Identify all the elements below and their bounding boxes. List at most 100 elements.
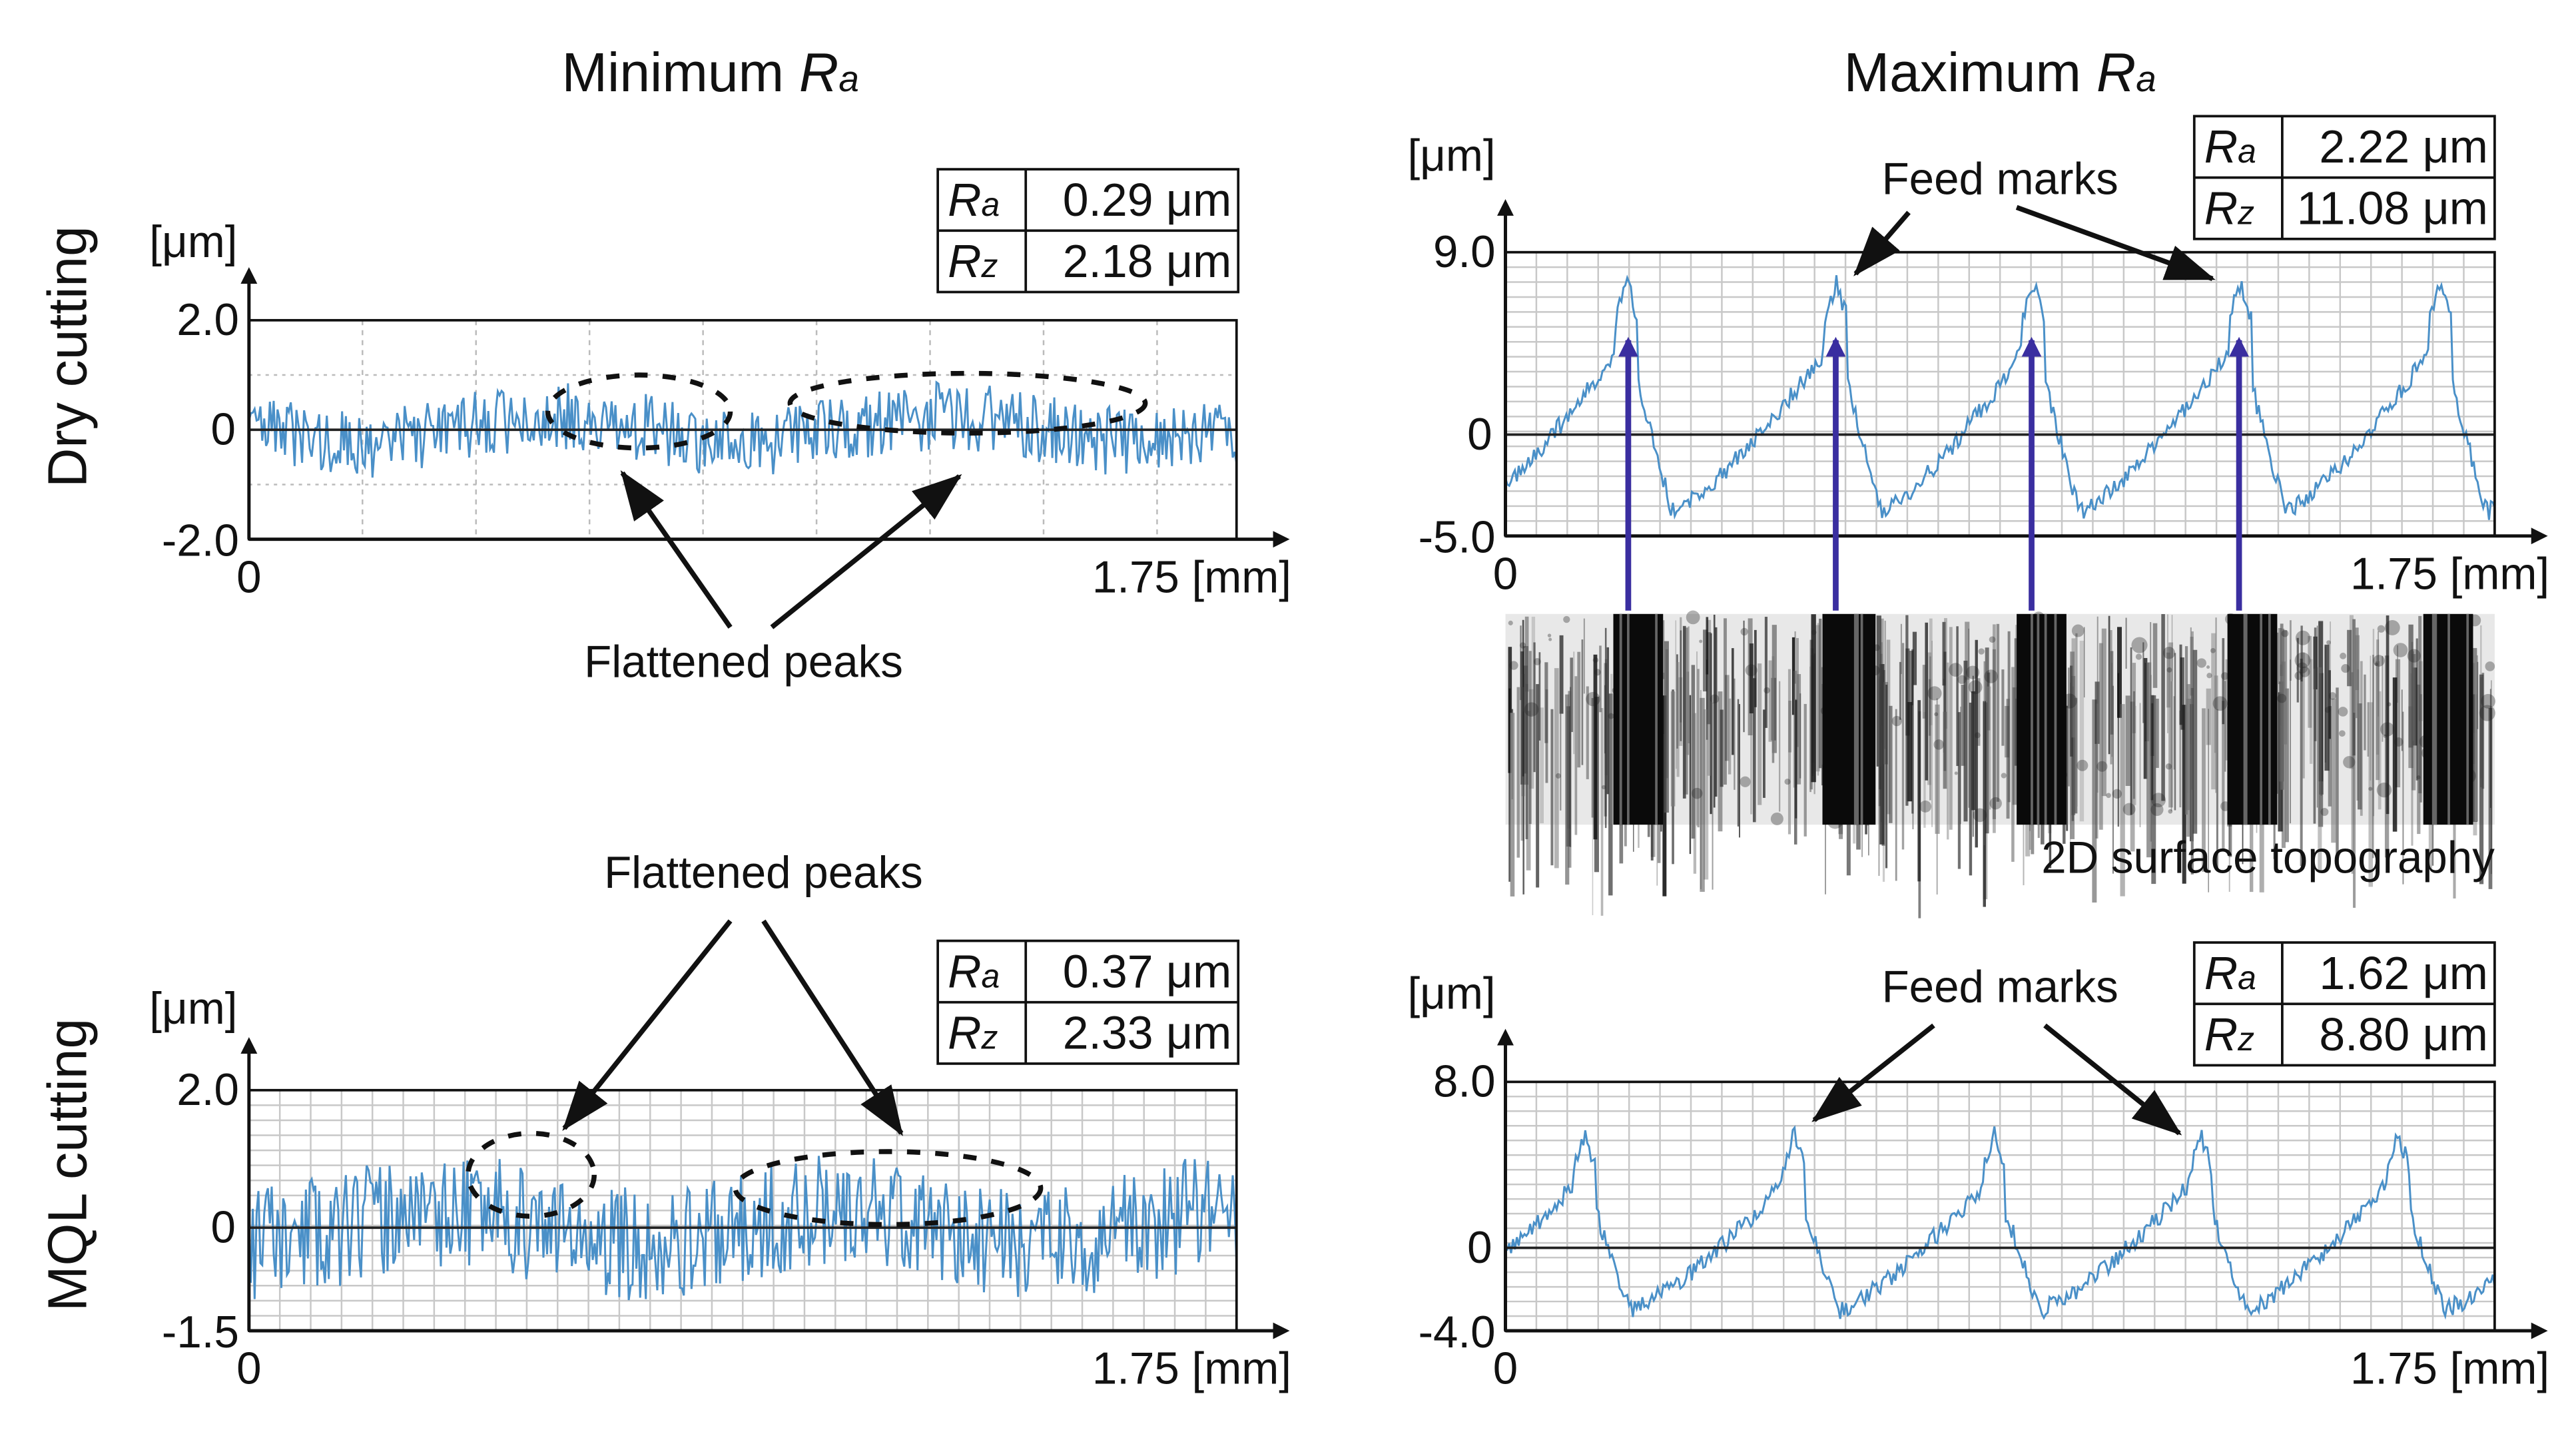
topography-streak — [1713, 614, 1716, 808]
topography-speck — [2122, 803, 2136, 816]
topography-speck — [2294, 671, 2304, 680]
topography-streak — [2139, 703, 2141, 828]
topography-streak — [1706, 632, 1712, 725]
topography-streak — [2278, 628, 2282, 685]
y-tick-label: 0 — [210, 405, 235, 455]
topography-speck — [1519, 642, 1526, 649]
annotation-arrow — [761, 919, 904, 1136]
topography-streak — [1688, 626, 1690, 743]
topography-streak — [2067, 667, 2070, 787]
feed-mark-band-line — [2260, 613, 2263, 825]
topography-streak — [2378, 691, 2382, 810]
topography-streak — [2161, 613, 2165, 801]
topography-streak — [2225, 659, 2229, 761]
x-tick-label: 0 — [236, 552, 261, 602]
topography-speck — [2135, 653, 2142, 660]
y-tick-label: -2.0 — [162, 516, 239, 566]
topography-streak — [1524, 616, 1529, 692]
topography-streak — [2395, 659, 2401, 788]
topography-speck — [1548, 637, 1552, 641]
topography-speck — [2368, 787, 2373, 791]
topography-speck — [2206, 665, 2210, 669]
topography-streak — [2142, 642, 2144, 723]
topography-speck — [2394, 737, 2404, 747]
topography-speck — [2479, 705, 2495, 721]
y-tick-label: -5.0 — [1419, 513, 1496, 563]
y-axis-unit: [μm] — [149, 217, 237, 267]
topography-streak — [1819, 618, 1822, 769]
topography-streak — [2143, 657, 2148, 779]
topography-streak — [2130, 647, 2132, 815]
topography-streak — [1516, 687, 1520, 858]
topography-streak — [1714, 627, 1718, 797]
topography-streak — [1935, 704, 1940, 834]
topography-streak — [2179, 710, 2182, 808]
topography-streak — [2110, 651, 2114, 735]
topography-streak — [2206, 688, 2211, 745]
annotation-arrow — [770, 474, 962, 629]
topography-streak — [2112, 685, 2114, 874]
topography-streak — [1559, 635, 1564, 714]
topography-streak — [1977, 678, 1981, 746]
topography-speck — [1919, 800, 1932, 813]
x-tick-label: 1.75 [mm] — [2350, 549, 2549, 599]
table-value-ra: 0.29 μm — [1063, 174, 1232, 226]
topography-streak — [1689, 695, 1692, 855]
topography-streak — [2364, 674, 2366, 751]
topography-streak — [2075, 633, 2078, 807]
feed-mark-band-line — [1627, 613, 1630, 825]
topography-streak — [1987, 686, 1991, 810]
topography-streak — [2488, 707, 2493, 889]
table-param-ra: Ra — [948, 174, 1000, 226]
topography-speck — [1563, 615, 1570, 623]
topography-streak — [2125, 617, 2127, 669]
topography-streak — [2372, 655, 2374, 859]
annotation-arrow — [620, 470, 733, 629]
topography-streak — [1943, 651, 1947, 771]
topography-streak — [2411, 641, 2414, 846]
topography-streak — [1905, 648, 1910, 736]
y-axis-unit: [μm] — [1407, 969, 1495, 1019]
topography-streak — [1570, 687, 1572, 847]
topography-streak — [1604, 627, 1607, 829]
roughness-table: Ra 0.29 μm Rz 2.18 μm — [936, 168, 1240, 294]
topography-streak — [1899, 661, 1901, 720]
topography-streak — [1949, 627, 1953, 830]
topography-streak — [1533, 642, 1536, 773]
topography-speck — [1547, 633, 1552, 637]
flattened-peaks-label: Flattened peaks — [584, 637, 903, 687]
topography-streak — [1691, 665, 1696, 839]
topography-streak — [2372, 629, 2375, 817]
topography-streak — [1803, 703, 1807, 837]
topography-streak — [2066, 705, 2069, 831]
topography-streak — [2382, 655, 2384, 742]
topography-streak — [2313, 668, 2316, 824]
topography-streak — [1943, 711, 1947, 789]
topography-streak — [1570, 657, 1573, 733]
topography-streak — [2190, 687, 2194, 875]
topography-speck — [2377, 625, 2386, 633]
topography-streak — [1696, 651, 1698, 826]
topography-streak — [1565, 694, 1570, 885]
topography-speck — [1934, 712, 1939, 717]
topography-speck — [1608, 713, 1614, 719]
profile-line — [248, 380, 1238, 478]
topography-speck — [1968, 680, 1983, 695]
topography-streak — [2191, 631, 2194, 790]
table-value-rz: 8.80 μm — [2319, 1008, 2488, 1060]
topography-streak — [1884, 620, 1886, 749]
topography-speck — [1764, 687, 1770, 694]
topography-streak — [1889, 705, 1893, 823]
feed-mark-band-line — [2466, 613, 2469, 825]
topography-speck — [2071, 624, 2085, 637]
topography-speck — [2376, 782, 2392, 798]
topography-streak — [1670, 691, 1676, 807]
table-value-ra: 1.62 μm — [2319, 947, 2488, 999]
topography-streak — [2098, 643, 2103, 830]
dry-min-annotation: Flattened peaks — [545, 370, 1148, 687]
feed-marks-label: Feed marks — [1882, 962, 2118, 1012]
topography-speck — [1745, 664, 1758, 677]
